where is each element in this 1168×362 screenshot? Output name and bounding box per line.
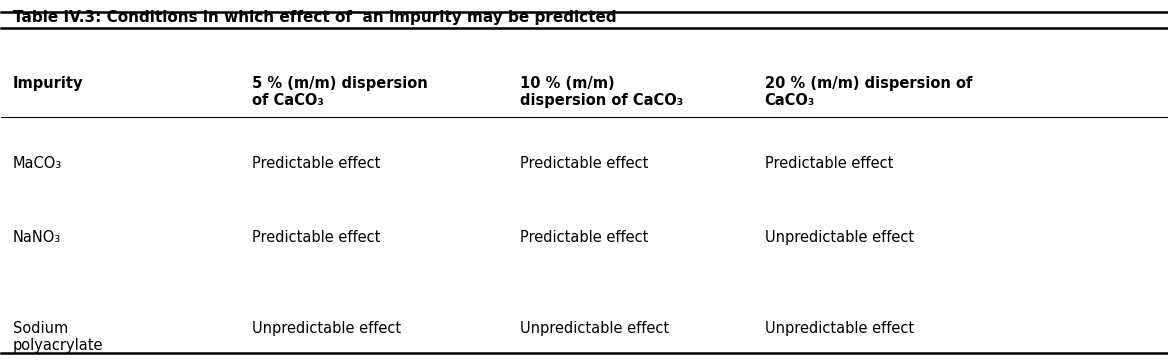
Text: Predictable effect: Predictable effect (252, 156, 381, 171)
Text: Predictable effect: Predictable effect (252, 230, 381, 245)
Text: NaNO₃: NaNO₃ (13, 230, 61, 245)
Text: 20 % (m/m) dispersion of
CaCO₃: 20 % (m/m) dispersion of CaCO₃ (765, 76, 972, 108)
Text: Unpredictable effect: Unpredictable effect (520, 321, 669, 336)
Text: 5 % (m/m) dispersion
of CaCO₃: 5 % (m/m) dispersion of CaCO₃ (252, 76, 427, 108)
Text: Sodium
polyacrylate: Sodium polyacrylate (13, 321, 104, 353)
Text: MaCO₃: MaCO₃ (13, 156, 62, 171)
Text: Unpredictable effect: Unpredictable effect (252, 321, 401, 336)
Text: Predictable effect: Predictable effect (520, 230, 648, 245)
Text: Unpredictable effect: Unpredictable effect (765, 230, 913, 245)
Text: 10 % (m/m)
dispersion of CaCO₃: 10 % (m/m) dispersion of CaCO₃ (520, 76, 683, 108)
Text: Table IV.3: Conditions in which effect of  an impurity may be predicted: Table IV.3: Conditions in which effect o… (13, 10, 617, 25)
Text: Predictable effect: Predictable effect (520, 156, 648, 171)
Text: Impurity: Impurity (13, 76, 84, 91)
Text: Predictable effect: Predictable effect (765, 156, 894, 171)
Text: Unpredictable effect: Unpredictable effect (765, 321, 913, 336)
